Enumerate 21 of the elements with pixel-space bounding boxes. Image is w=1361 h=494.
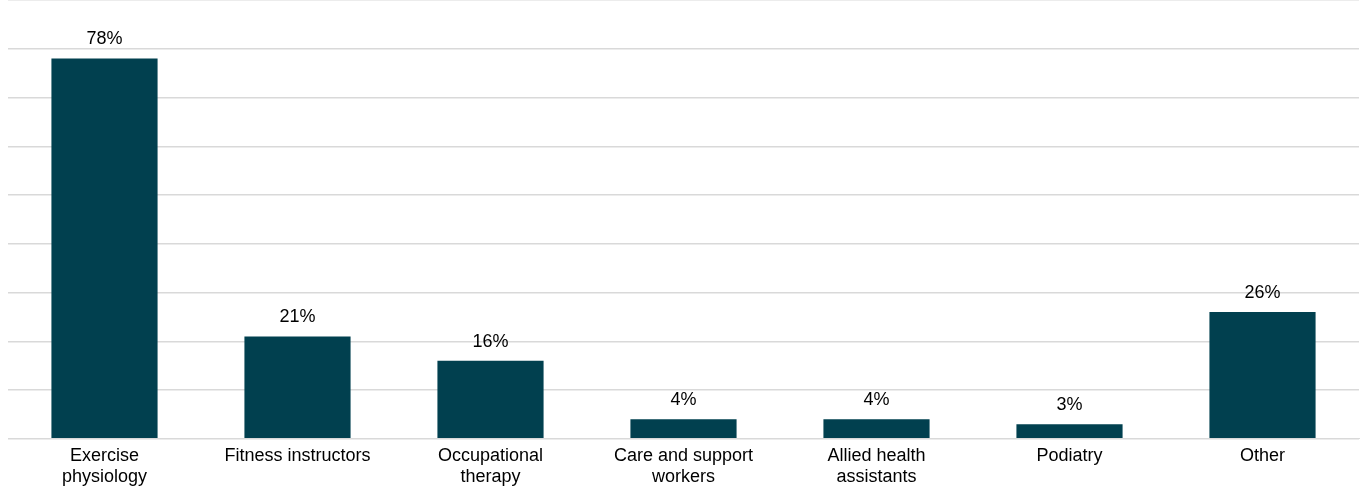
x-tick-label: Podiatry bbox=[1036, 444, 1103, 465]
data-label: 4% bbox=[863, 389, 890, 410]
bar bbox=[244, 336, 351, 439]
data-label: 3% bbox=[1056, 394, 1083, 415]
bar bbox=[823, 419, 930, 439]
bar bbox=[51, 58, 158, 439]
bar bbox=[630, 419, 737, 439]
x-tick-label: Care and support workers bbox=[613, 444, 754, 487]
data-label: 16% bbox=[472, 330, 509, 351]
data-label: 26% bbox=[1244, 282, 1281, 302]
x-tick-label: Exercise physiology bbox=[61, 444, 148, 487]
x-tick-label: Allied health assistants bbox=[827, 444, 926, 487]
bar bbox=[1209, 312, 1316, 439]
x-tick-label: Occupational therapy bbox=[437, 444, 544, 487]
data-label: 78% bbox=[86, 28, 123, 49]
bar bbox=[1016, 424, 1123, 439]
data-label: 21% bbox=[279, 306, 316, 327]
x-tick-label: Fitness instructors bbox=[224, 444, 371, 465]
data-label: 4% bbox=[670, 389, 697, 410]
x-tick-label: Other bbox=[1239, 444, 1286, 465]
bar bbox=[437, 360, 544, 439]
